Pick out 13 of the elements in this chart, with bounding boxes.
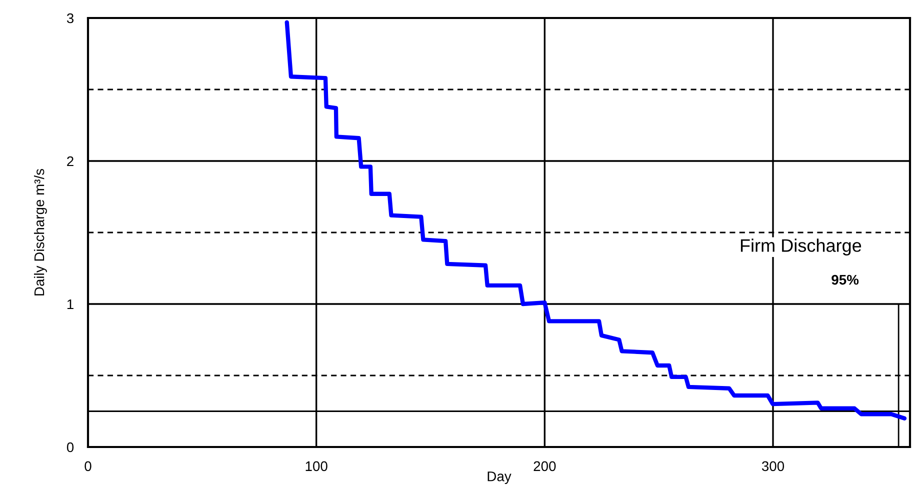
line-series <box>284 20 907 420</box>
annotation: Firm Discharge <box>740 238 862 256</box>
x-tick-label: 100 <box>306 461 328 472</box>
annotation: 95% <box>832 274 859 285</box>
x-tick-label: 200 <box>534 461 556 472</box>
y-tick-label: 3 <box>66 13 74 24</box>
y-tick-label: 0 <box>66 442 74 452</box>
x-axis-title: Day <box>488 472 512 484</box>
y-tick-label: 1 <box>67 299 74 310</box>
y-axis-title: Daily Discharge m³/s <box>34 168 47 296</box>
x-tick-label: 0 <box>84 461 92 472</box>
y-tick-label: 2 <box>67 156 74 166</box>
x-tick-label: 300 <box>762 461 784 472</box>
